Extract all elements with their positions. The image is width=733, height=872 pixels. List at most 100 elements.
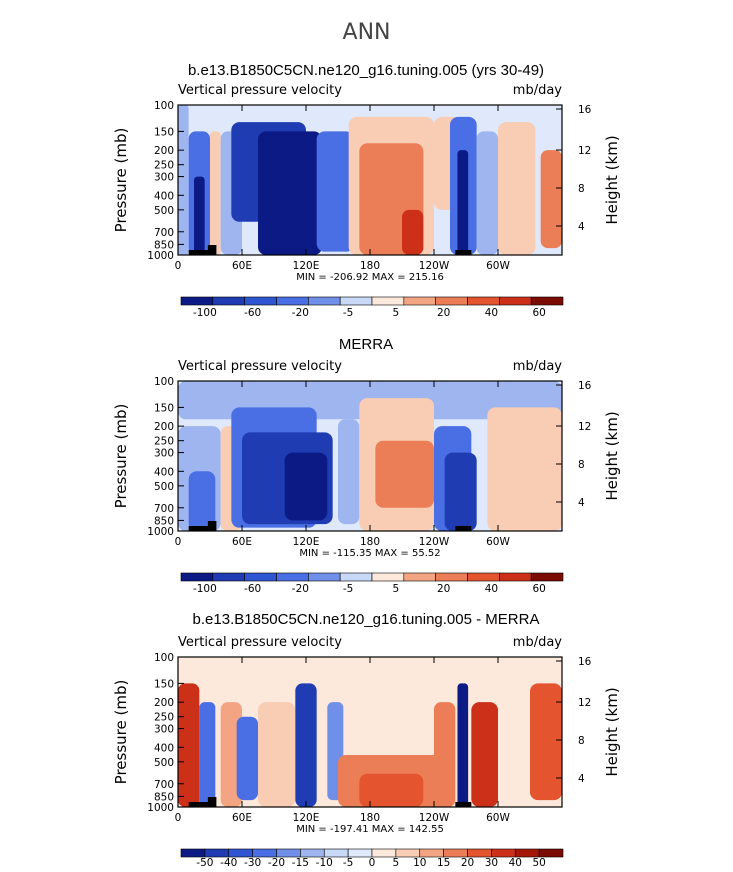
contour-region bbox=[210, 131, 221, 255]
colorbar-box bbox=[180, 296, 214, 306]
units-label: mb/day bbox=[513, 83, 563, 98]
y-tick-label: 700 bbox=[154, 503, 174, 515]
colorbar-label: -40 bbox=[220, 857, 237, 869]
field-label: Vertical pressure velocity bbox=[178, 635, 342, 650]
colorbar-box bbox=[499, 296, 532, 306]
colorbar-label: -60 bbox=[244, 583, 261, 595]
y-tick-label: 850 bbox=[154, 239, 174, 251]
contour-region bbox=[188, 471, 216, 531]
colorbar-label: 20 bbox=[461, 857, 474, 869]
colorbar-box bbox=[395, 848, 421, 858]
colorbar-box bbox=[244, 572, 277, 582]
colorbar-label: -15 bbox=[292, 857, 309, 869]
y-right-tick-label: 4 bbox=[578, 773, 585, 785]
y-tick-label: 200 bbox=[154, 145, 174, 157]
contour-region bbox=[359, 773, 424, 807]
contour-region bbox=[498, 122, 536, 256]
y-tick-label: 700 bbox=[154, 779, 174, 791]
colorbar-label: 40 bbox=[485, 307, 498, 319]
contour-region bbox=[402, 209, 424, 255]
contour-region bbox=[194, 176, 205, 255]
y-axis-title: Pressure (mb) bbox=[112, 128, 130, 233]
colorbar-box bbox=[499, 572, 532, 582]
colorbar-box bbox=[467, 296, 500, 306]
contour-region bbox=[295, 683, 317, 807]
x-tick-label: 0 bbox=[175, 812, 182, 824]
panel-title: b.e13.B1850C5CN.ne120_g16.tuning.005 (yr… bbox=[188, 62, 544, 79]
y-tick-label: 150 bbox=[154, 678, 174, 690]
y-tick-label: 850 bbox=[154, 791, 174, 803]
contour-region bbox=[487, 407, 562, 531]
colorbar-box bbox=[443, 848, 468, 858]
y-tick-label: 500 bbox=[154, 205, 174, 217]
y-tick-label: 500 bbox=[154, 757, 174, 769]
y-right-axis-title: Height (km) bbox=[603, 135, 621, 224]
contour-region bbox=[476, 131, 498, 255]
colorbar-box bbox=[530, 572, 564, 582]
y-tick-label: 1000 bbox=[147, 250, 174, 262]
colorbar-label: 5 bbox=[393, 307, 400, 319]
field-label: Vertical pressure velocity bbox=[178, 359, 342, 374]
x-tick-label: 120W bbox=[419, 536, 450, 548]
contour-region bbox=[444, 452, 477, 531]
panel-1: b.e13.B1850C5CN.ne120_g16.tuning.005 (yr… bbox=[112, 62, 621, 319]
colorbar-box bbox=[435, 296, 468, 306]
colorbar-label: -60 bbox=[244, 307, 261, 319]
topography bbox=[455, 526, 472, 531]
colorbar-box bbox=[308, 572, 341, 582]
y-right-tick-label: 16 bbox=[578, 656, 592, 668]
contour-region bbox=[178, 683, 200, 807]
colorbar-label: 50 bbox=[532, 857, 545, 869]
contour-region bbox=[338, 419, 360, 525]
y-tick-label: 250 bbox=[154, 712, 174, 724]
panel-2: MERRA Vertical pressure velocity mb/day 100… bbox=[112, 336, 621, 595]
contour-region bbox=[434, 702, 456, 807]
colorbar-box bbox=[180, 572, 214, 582]
colorbar-box bbox=[371, 572, 405, 582]
colorbar-box bbox=[323, 848, 349, 858]
x-tick-label: 120E bbox=[293, 812, 320, 824]
y-tick-label: 150 bbox=[154, 126, 174, 138]
y-right-tick-label: 4 bbox=[578, 497, 585, 509]
contour-region bbox=[178, 105, 189, 255]
colorbar: -100 -60 -20 -5 5 20 40 60 bbox=[180, 296, 564, 319]
x-tick-label: 60W bbox=[486, 536, 510, 548]
colorbar-box bbox=[371, 848, 397, 858]
colorbar-box bbox=[530, 296, 564, 306]
topography bbox=[188, 250, 216, 255]
colorbar-label: 60 bbox=[532, 583, 545, 595]
colorbar-label: -100 bbox=[193, 307, 217, 319]
contour-region bbox=[457, 683, 469, 807]
colorbar-label: 5 bbox=[393, 857, 400, 869]
colorbar-box bbox=[339, 296, 373, 306]
contour-region bbox=[540, 150, 562, 249]
y-tick-label: 200 bbox=[154, 697, 174, 709]
y-tick-label: 400 bbox=[154, 190, 174, 202]
contour-region bbox=[316, 131, 354, 252]
colorbar-box bbox=[514, 848, 540, 858]
y-tick-label: 100 bbox=[154, 376, 174, 388]
y-tick-label: 150 bbox=[154, 402, 174, 414]
x-tick-label: 120E bbox=[293, 536, 320, 548]
colorbar-box bbox=[300, 848, 325, 858]
colorbar-box bbox=[491, 848, 516, 858]
colorbar-label: -20 bbox=[268, 857, 285, 869]
colorbar-box bbox=[180, 848, 206, 858]
colorbar-label: 40 bbox=[485, 583, 498, 595]
colorbar-label: -10 bbox=[316, 857, 333, 869]
x-tick-label: 0 bbox=[175, 536, 182, 548]
colorbar-label: 0 bbox=[369, 857, 376, 869]
contour-region bbox=[199, 702, 216, 807]
colorbar: -100 -60 -20 -5 5 20 40 60 bbox=[180, 572, 564, 595]
colorbar-box bbox=[276, 572, 309, 582]
colorbar-label: 20 bbox=[437, 583, 450, 595]
colorbar-box bbox=[244, 296, 277, 306]
y-right-tick-label: 8 bbox=[578, 735, 585, 747]
y-tick-label: 1000 bbox=[147, 802, 174, 814]
colorbar-label: -5 bbox=[343, 307, 353, 319]
topography bbox=[188, 526, 216, 531]
colorbar-box bbox=[467, 572, 500, 582]
colorbar-label: -5 bbox=[343, 583, 353, 595]
panel-3: b.e13.B1850C5CN.ne120_g16.tuning.005 - M… bbox=[112, 611, 621, 869]
